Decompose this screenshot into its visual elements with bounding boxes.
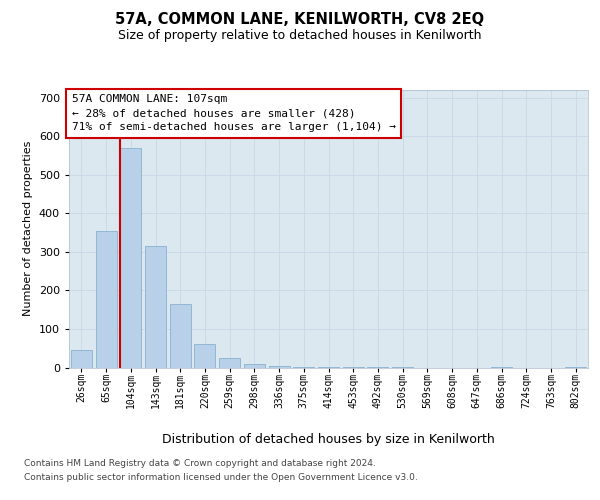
- Bar: [145, 246, 166, 368]
- Text: Size of property relative to detached houses in Kenilworth: Size of property relative to detached ho…: [118, 29, 482, 42]
- Bar: [244, 364, 265, 368]
- Bar: [120, 148, 141, 368]
- Text: 57A, COMMON LANE, KENILWORTH, CV8 2EQ: 57A, COMMON LANE, KENILWORTH, CV8 2EQ: [115, 12, 485, 28]
- Bar: [194, 344, 215, 368]
- Text: Contains HM Land Registry data © Crown copyright and database right 2024.: Contains HM Land Registry data © Crown c…: [24, 459, 376, 468]
- Text: 57A COMMON LANE: 107sqm
← 28% of detached houses are smaller (428)
71% of semi-d: 57A COMMON LANE: 107sqm ← 28% of detache…: [71, 94, 395, 132]
- Text: Contains public sector information licensed under the Open Government Licence v3: Contains public sector information licen…: [24, 473, 418, 482]
- Y-axis label: Number of detached properties: Number of detached properties: [23, 141, 33, 316]
- Bar: [95, 230, 116, 368]
- Text: Distribution of detached houses by size in Kenilworth: Distribution of detached houses by size …: [163, 432, 495, 446]
- Bar: [293, 366, 314, 368]
- Bar: [318, 366, 339, 368]
- Bar: [219, 358, 240, 368]
- Bar: [170, 304, 191, 368]
- Bar: [71, 350, 92, 368]
- Bar: [269, 366, 290, 368]
